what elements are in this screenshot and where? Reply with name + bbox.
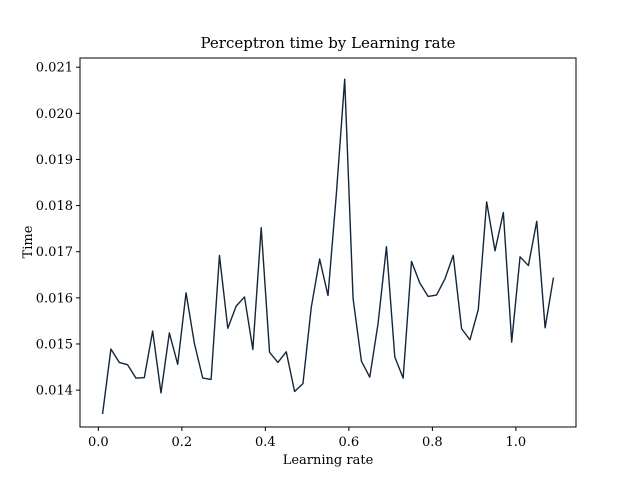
y-axis: 0.014 0.015 0.016 0.017 0.018 0.019 0.020 0.021 xyxy=(36,61,80,399)
x-axis-label: Learning rate xyxy=(283,453,374,468)
series-layer xyxy=(101,78,555,415)
y-tick-label: 0.016 xyxy=(36,291,73,306)
x-tick-label: 0.4 xyxy=(255,435,276,450)
plot-frame xyxy=(79,57,577,428)
x-axis: 0.0 0.2 0.4 0.6 0.8 1.0 xyxy=(88,427,526,450)
x-tick-label: 1.0 xyxy=(506,435,527,450)
y-tick-label: 0.015 xyxy=(36,337,73,352)
x-tick-label: 0.6 xyxy=(339,435,360,450)
y-tick-label: 0.021 xyxy=(36,61,73,76)
y-tick-label: 0.020 xyxy=(36,107,73,122)
series-line xyxy=(101,78,555,415)
y-tick-label: 0.014 xyxy=(36,384,73,399)
y-tick-label: 0.018 xyxy=(36,199,73,214)
y-axis-label: Time xyxy=(21,225,36,258)
y-tick-label: 0.019 xyxy=(36,153,73,168)
x-tick-label: 0.0 xyxy=(88,435,109,450)
x-tick-label: 0.2 xyxy=(172,435,193,450)
x-tick-label: 0.8 xyxy=(422,435,443,450)
chart-title: Perceptron time by Learning rate xyxy=(201,34,456,52)
y-tick-label: 0.017 xyxy=(36,245,73,260)
